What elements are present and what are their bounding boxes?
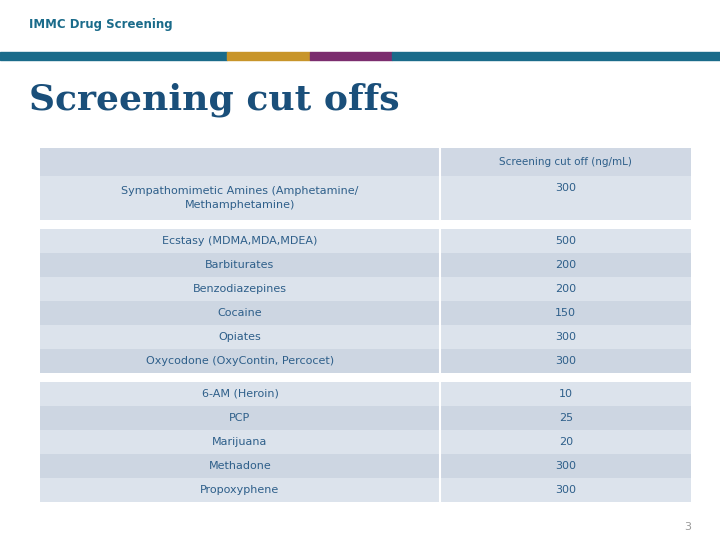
Text: Methadone: Methadone: [209, 461, 271, 471]
Bar: [392, 52, 720, 60]
Text: 3: 3: [684, 522, 691, 532]
Bar: [40, 253, 691, 277]
Bar: [40, 430, 691, 454]
Text: Cocaine: Cocaine: [217, 308, 262, 318]
Bar: [40, 349, 691, 373]
Bar: [40, 301, 691, 325]
Text: 300: 300: [555, 485, 576, 495]
Text: 300: 300: [555, 332, 576, 342]
Bar: [40, 478, 691, 502]
Bar: [40, 148, 691, 176]
Text: 6-AM (Heroin): 6-AM (Heroin): [202, 389, 279, 399]
Text: 200: 200: [555, 260, 576, 270]
Bar: [40, 220, 691, 229]
Text: 300: 300: [555, 461, 576, 471]
Text: 500: 500: [555, 236, 576, 246]
Bar: [40, 176, 691, 220]
Text: Screening cut off (ng/mL): Screening cut off (ng/mL): [500, 157, 632, 167]
Text: 10: 10: [559, 389, 573, 399]
Bar: [227, 52, 310, 60]
Bar: [40, 277, 691, 301]
Text: Screening cut offs: Screening cut offs: [29, 83, 400, 117]
Bar: [0, 52, 227, 60]
Bar: [40, 325, 691, 349]
Text: PCP: PCP: [230, 413, 251, 423]
Text: 200: 200: [555, 284, 576, 294]
Text: Opiates: Opiates: [219, 332, 261, 342]
Text: IMMC Drug Screening: IMMC Drug Screening: [29, 18, 172, 31]
Text: 150: 150: [555, 308, 576, 318]
Bar: [40, 382, 691, 406]
Text: Barbiturates: Barbiturates: [205, 260, 274, 270]
Text: Benzodiazepines: Benzodiazepines: [193, 284, 287, 294]
Text: 20: 20: [559, 437, 573, 447]
Text: Propoxyphene: Propoxyphene: [200, 485, 279, 495]
Text: Marijuana: Marijuana: [212, 437, 268, 447]
Text: 300: 300: [555, 356, 576, 366]
Text: 300: 300: [555, 183, 576, 193]
Text: Ecstasy (MDMA,MDA,MDEA): Ecstasy (MDMA,MDA,MDEA): [162, 236, 318, 246]
Text: Oxycodone (OxyContin, Percocet): Oxycodone (OxyContin, Percocet): [146, 356, 334, 366]
Bar: [40, 373, 691, 382]
Bar: [40, 454, 691, 478]
Bar: [40, 406, 691, 430]
Text: 25: 25: [559, 413, 573, 423]
Bar: [310, 52, 392, 60]
Text: Sympathomimetic Amines (Amphetamine/
Methamphetamine): Sympathomimetic Amines (Amphetamine/ Met…: [121, 186, 359, 210]
Bar: [40, 229, 691, 253]
